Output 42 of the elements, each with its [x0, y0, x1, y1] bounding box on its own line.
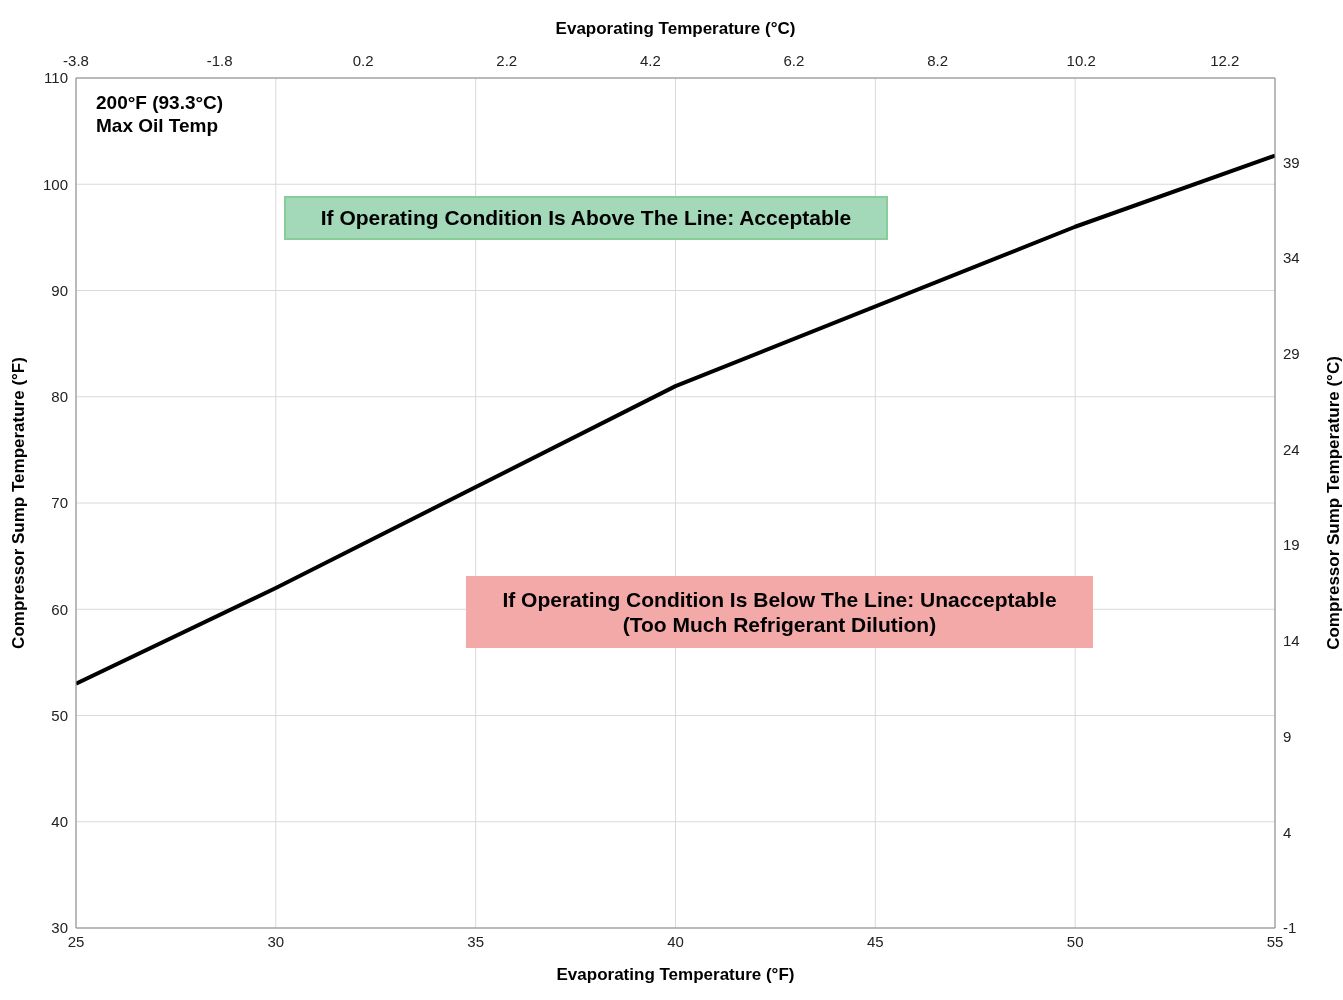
y-tick-label: 90: [51, 281, 68, 299]
x-tick-label: 35: [467, 932, 485, 950]
y-tick-label: 30: [51, 919, 68, 937]
y2-tick-label: 29: [1283, 345, 1300, 362]
y2-tick-label: -1: [1283, 919, 1297, 937]
y-tick-label: 110: [44, 69, 68, 87]
y-tick-label: 100: [42, 175, 68, 193]
y2-axis-title: Compressor Sump Temperature (°C): [1324, 356, 1343, 650]
x2-tick-label: 10.2: [1066, 52, 1096, 69]
x-tick-label: 30: [267, 932, 285, 950]
y2-tick-label: 39: [1283, 153, 1300, 171]
annotation: If Operating Condition Is Below The Line: Unacceptable (Too Much Refrigerant Dilution): [502, 586, 1057, 638]
line-series: [76, 153, 1275, 686]
y-tick-label: 40: [51, 813, 68, 831]
y2-tick-label: 4: [1283, 823, 1292, 841]
x-tick-label: 40: [667, 932, 684, 950]
x-tick-label: 25: [67, 932, 85, 950]
y-tick-label: 80: [51, 388, 68, 406]
y2-tick-label: 14: [1283, 632, 1300, 650]
x2-tick-label: -1.8: [206, 52, 233, 69]
x2-tick-label: 8.2: [927, 52, 948, 69]
x2-tick-label: 6.2: [783, 52, 805, 69]
x2-tick-label: 2.2: [496, 52, 518, 69]
y-tick-label: 60: [51, 600, 68, 618]
x-axis-title: Evaporating Temperature (°F): [556, 965, 795, 984]
annotation: 200°F (93.3°C) Max Oil Temp: [96, 92, 224, 138]
y-axis-title: Compressor Sump Temperature (°F): [9, 357, 29, 649]
x-tick-label: 50: [1066, 932, 1084, 950]
y2-tick-label: 34: [1283, 249, 1300, 267]
annotation: If Operating Condition Is Above The Line: Acceptable: [320, 205, 852, 231]
y2-tick-label: 19: [1283, 536, 1300, 554]
y-tick-label: 50: [51, 706, 68, 724]
x2-tick-label: 4.2: [639, 52, 661, 69]
x-tick-label: 45: [866, 932, 884, 950]
y-tick-label: 70: [51, 494, 68, 512]
x2-tick-label: 12.2: [1210, 52, 1240, 69]
x2-tick-label: -3.8: [63, 52, 89, 69]
x-tick-label: 55: [1266, 932, 1284, 950]
y2-tick-label: 24: [1283, 440, 1300, 458]
x2-axis-title: Evaporating Temperature (°C): [555, 19, 796, 38]
y2-tick-label: 9: [1283, 727, 1292, 745]
x2-tick-label: 0.2: [352, 52, 374, 69]
